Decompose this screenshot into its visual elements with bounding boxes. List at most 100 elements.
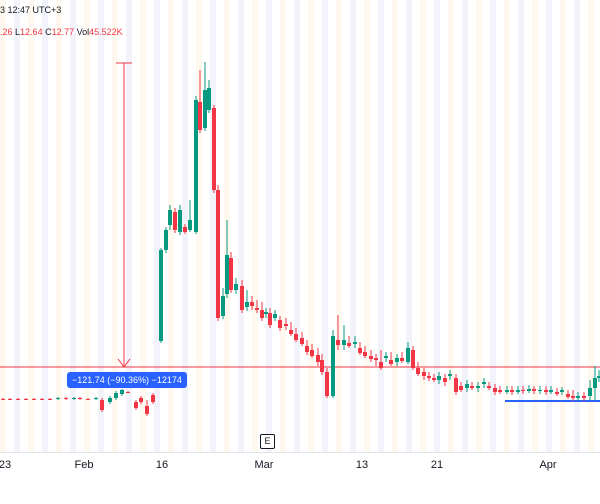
candle-body: [212, 108, 216, 190]
candle-body: [465, 384, 469, 388]
candle-body: [406, 348, 410, 362]
session-band: [336, 0, 342, 452]
session-band: [196, 0, 202, 452]
candle-body: [443, 378, 447, 382]
candle-body: [24, 399, 28, 400]
candle-body: [260, 310, 264, 318]
candle-body: [538, 390, 542, 391]
candle-body: [278, 320, 282, 328]
candle-body: [493, 388, 497, 392]
session-band: [574, 0, 580, 452]
candle-body: [325, 372, 329, 396]
session-band: [112, 0, 118, 452]
session-band: [378, 0, 384, 452]
candle-body: [255, 308, 259, 310]
candle-body: [597, 376, 600, 378]
session-band: [42, 0, 48, 452]
measure-result-tag: −121.74 (−90.36%) −12174: [67, 372, 187, 388]
session-band: [98, 0, 104, 452]
session-band: [140, 0, 146, 452]
candle-body: [48, 399, 52, 400]
candle-body: [532, 389, 536, 391]
session-band: [56, 0, 62, 452]
low-label: L: [15, 27, 21, 37]
high-value: .26: [0, 27, 13, 37]
session-band: [168, 0, 174, 452]
candle-body: [72, 398, 76, 399]
session-band: [84, 0, 90, 452]
candle-body: [134, 402, 138, 408]
candle-body: [221, 296, 225, 316]
candle-body: [498, 390, 502, 392]
candle-body: [593, 378, 597, 388]
candle-body: [571, 396, 575, 398]
candle-body: [560, 390, 564, 392]
candle-body: [379, 362, 383, 368]
candle-body: [178, 210, 182, 232]
candle-body: [374, 358, 378, 360]
candle-body: [487, 386, 491, 388]
candle-body: [432, 378, 436, 380]
session-band: [210, 0, 216, 452]
candle-body: [245, 302, 249, 307]
candle-body: [347, 343, 351, 346]
candle-body: [108, 398, 112, 402]
x-tick-label: Apr: [539, 459, 557, 471]
time-label: 3 12:47 UTC+3: [0, 5, 62, 15]
candle-body: [16, 399, 20, 400]
candle-body: [32, 399, 36, 400]
session-band: [266, 0, 272, 452]
candle-body: [207, 88, 211, 110]
session-band: [322, 0, 328, 452]
candle-body: [56, 398, 60, 399]
candle-body: [411, 350, 415, 368]
candle-body: [544, 390, 548, 392]
candle-body: [273, 314, 277, 318]
session-band: [476, 0, 482, 452]
candle-body: [555, 392, 559, 394]
candle-body: [389, 360, 393, 364]
x-tick-label: 16: [155, 459, 169, 471]
candle-body: [566, 394, 570, 397]
candle-body: [86, 399, 90, 400]
candle-body: [203, 90, 207, 128]
candle-body: [229, 258, 233, 290]
candle-body: [336, 340, 340, 345]
candle-body: [78, 398, 82, 399]
volume-label: Vol: [76, 27, 90, 37]
candle-body: [250, 302, 254, 306]
x-tick-label: 21: [430, 459, 444, 471]
candle-body: [416, 368, 420, 374]
candle-body: [588, 388, 592, 396]
candle-body: [64, 398, 68, 399]
session-band: [280, 0, 286, 452]
candle-body: [505, 390, 509, 392]
candle-body: [188, 220, 192, 230]
events-button[interactable]: E: [260, 434, 275, 449]
candle-body: [40, 399, 44, 400]
candle-body: [268, 313, 272, 325]
candle-body: [320, 360, 324, 372]
session-band: [14, 0, 20, 452]
session-band: [462, 0, 468, 452]
candle-body: [145, 406, 149, 414]
session-band: [518, 0, 524, 452]
session-band: [364, 0, 370, 452]
candle-body: [476, 386, 480, 388]
price-chart[interactable]: [0, 0, 600, 452]
candle-body: [168, 210, 172, 225]
candle-body: [516, 390, 520, 392]
close-label: C: [45, 27, 52, 37]
candle-body: [437, 376, 441, 380]
session-band: [238, 0, 244, 452]
candle-body: [164, 230, 168, 250]
candle-body: [521, 390, 525, 391]
candle-body: [264, 312, 268, 314]
session-band: [28, 0, 34, 452]
session-band: [560, 0, 566, 452]
candle-body: [294, 334, 298, 340]
ohlc-values: .26 L12.64 C12.77 Vol45.522K: [0, 27, 123, 37]
time-axis[interactable]: 23 Feb 16 Mar 13 21 Apr: [0, 452, 600, 504]
volume-value: 45.522K: [89, 27, 123, 37]
